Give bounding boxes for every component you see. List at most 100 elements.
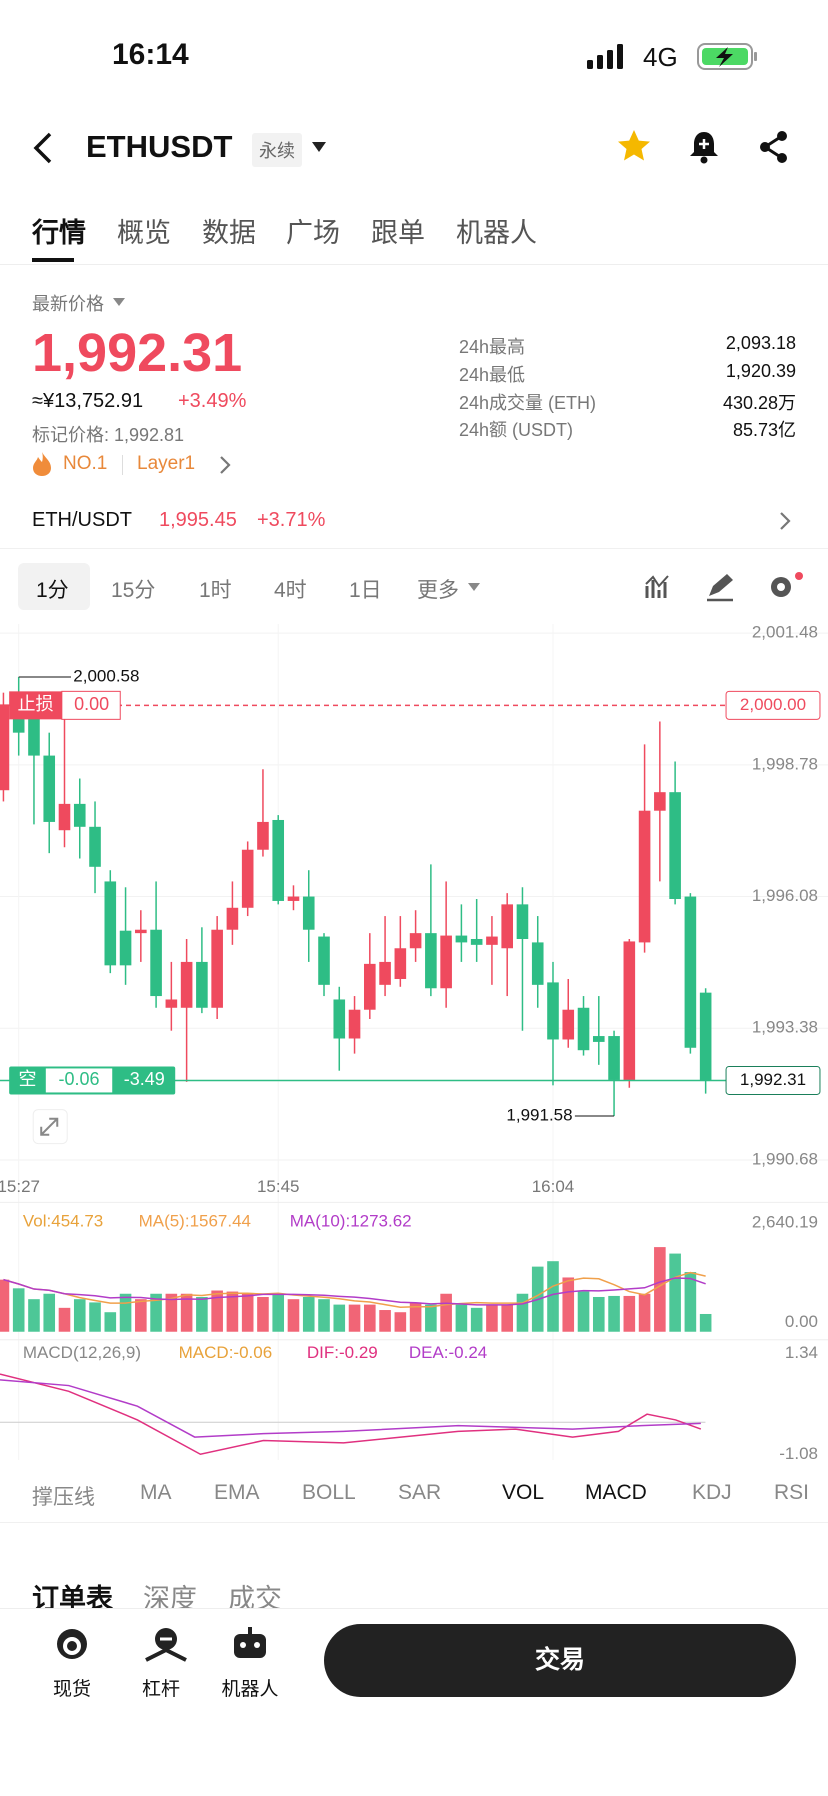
volume-ma-line: [3, 1277, 706, 1306]
indicator-tab[interactable]: 撑压线: [32, 1486, 95, 1509]
spot-change: +3.71%: [257, 509, 326, 531]
nav-label[interactable]: 现货: [52, 1679, 92, 1700]
volume-bar: [43, 1293, 56, 1332]
dropdown-arrow: [113, 298, 125, 306]
sector-tag[interactable]: Layer1: [137, 453, 196, 474]
interval[interactable]: 4时: [274, 579, 307, 602]
candle-body: [241, 849, 254, 908]
interval[interactable]: 1分: [36, 579, 69, 602]
volume-ma-line: [3, 1271, 706, 1308]
candle-body: [425, 933, 437, 989]
candle-body: [104, 881, 117, 966]
low-label: 1,991.58: [506, 1106, 572, 1125]
indicator-tab[interactable]: KDJ: [692, 1481, 732, 1504]
interval[interactable]: 15分: [111, 579, 156, 602]
indicator-tab[interactable]: BOLL: [302, 1481, 356, 1504]
stop-loss-pnl-box: [61, 690, 121, 720]
nav-label[interactable]: 机器人: [221, 1679, 279, 1700]
indicator-tab[interactable]: RSI: [774, 1481, 810, 1504]
tab[interactable]: 数据: [202, 218, 256, 248]
tab[interactable]: 机器人: [456, 218, 537, 248]
kline-chart: 2,001.48 1,998.78 1,996.08 1,993.38 1,990.68…: [0, 624, 828, 1460]
volume-bar: [58, 1307, 71, 1332]
contract-tag: 永续: [252, 133, 302, 167]
volume-bar: [119, 1293, 132, 1332]
y-tick-label: 1,996.08: [752, 886, 818, 905]
volume-bar: [394, 1312, 407, 1332]
dea-line: [0, 1379, 701, 1438]
candle-body: [119, 930, 132, 966]
volume-bar: [364, 1304, 376, 1332]
volume-bar: [104, 1312, 117, 1332]
candle-body: [577, 1007, 590, 1051]
chevron: [780, 512, 791, 530]
tab[interactable]: 行情: [32, 218, 86, 248]
position-pnl: -0.06: [59, 1069, 100, 1089]
candle-body: [409, 933, 422, 949]
macd-tick-label: 1.34: [785, 1343, 818, 1362]
candle-body: [135, 929, 147, 934]
nav-label[interactable]: 杠杆: [141, 1679, 181, 1700]
macd-legend: DEA:-0.24: [409, 1343, 487, 1362]
share-button[interactable]: [758, 130, 790, 164]
volume-bar: [592, 1296, 605, 1332]
candle-body: [440, 935, 452, 989]
back-button[interactable]: [28, 130, 58, 166]
chart-tools[interactable]: [643, 572, 803, 604]
volume-bar: [516, 1293, 529, 1332]
volume-bar: [318, 1299, 330, 1332]
mark-price: 标记价格: 1,992.81: [32, 425, 185, 445]
indicator-tab[interactable]: MA: [140, 1481, 172, 1504]
tab[interactable]: 广场: [286, 218, 340, 248]
rank-tag[interactable]: NO.1: [63, 453, 108, 474]
candle-body: [623, 941, 636, 1080]
indicator-tab[interactable]: EMA: [214, 1481, 260, 1504]
stop-loss-price: 2,000.00: [740, 695, 806, 714]
volume-bar: [89, 1302, 101, 1332]
interval[interactable]: 更多: [417, 579, 459, 602]
candle-body: [455, 935, 468, 943]
candle-body: [470, 938, 483, 945]
position-pct: -3.49: [124, 1069, 165, 1089]
alert-bell[interactable]: [688, 130, 720, 164]
tab[interactable]: 概览: [117, 218, 171, 248]
expand-icon: [40, 1117, 59, 1136]
y-tick-label: 1,998.78: [752, 754, 818, 773]
x-tick-label: 15:27: [0, 1177, 40, 1196]
indicator-tab[interactable]: MACD: [585, 1481, 647, 1504]
indicator-tab[interactable]: VOL: [502, 1481, 545, 1504]
interval[interactable]: 1时: [199, 579, 232, 602]
network-label: 4G: [643, 42, 678, 72]
separator: [122, 455, 123, 475]
candle-body: [28, 719, 40, 756]
volume-bar: [425, 1304, 437, 1332]
favorite-star[interactable]: [616, 128, 652, 164]
candle-body: [43, 755, 56, 822]
candle-body: [562, 1009, 575, 1040]
candle-body: [196, 961, 208, 1008]
candle-body: [486, 936, 498, 945]
spot-pair[interactable]: ETH/USDT: [32, 509, 132, 531]
y-tick-label: 2,001.48: [752, 624, 818, 642]
volume-bar: [12, 1288, 25, 1332]
volume-bar: [196, 1296, 208, 1332]
indicator-tab[interactable]: SAR: [398, 1481, 442, 1504]
symbol-dropdown[interactable]: [311, 141, 327, 153]
position-side: 空: [18, 1069, 36, 1089]
macd-legend: DIF:-0.29: [307, 1343, 378, 1362]
tab[interactable]: 跟单: [371, 218, 425, 248]
tab-underline: [32, 258, 74, 262]
volume-bar: [562, 1277, 575, 1332]
candle-body: [654, 792, 666, 811]
candle-body: [150, 929, 162, 997]
volume-bar: [669, 1253, 681, 1332]
candle-body: [89, 826, 101, 867]
candle-body: [379, 961, 391, 985]
candle-body: [58, 803, 71, 831]
x-tick-label: 15:45: [257, 1177, 300, 1196]
volume-bar: [623, 1295, 636, 1332]
candle-body: [638, 810, 651, 943]
interval[interactable]: 1日: [349, 579, 382, 602]
trade-button[interactable]: 交易: [324, 1624, 796, 1697]
candle-body: [180, 961, 193, 1008]
